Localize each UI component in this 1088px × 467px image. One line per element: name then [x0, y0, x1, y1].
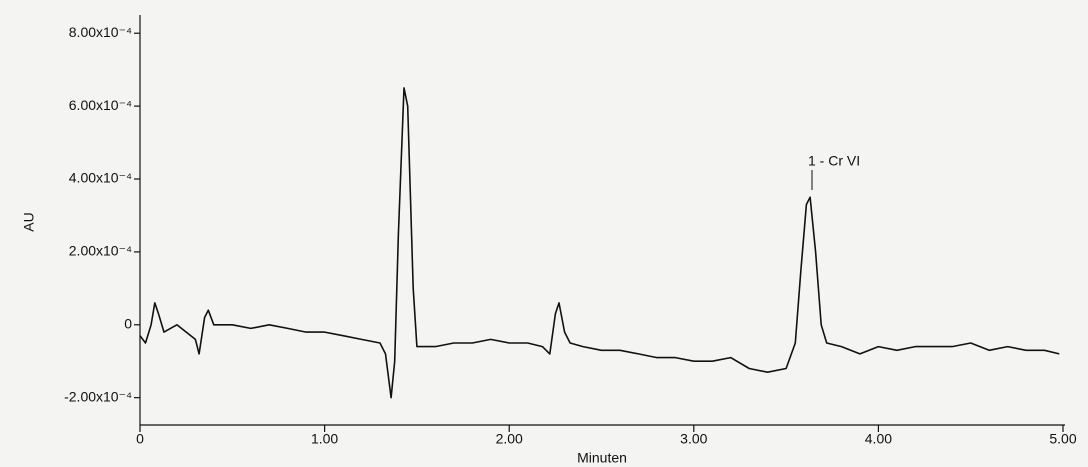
x-tick-label: 3.00: [680, 431, 707, 447]
trace-line: [139, 87, 1060, 399]
x-tick-label: 2.00: [496, 431, 523, 447]
x-tick-label: 0: [136, 431, 144, 447]
x-axis-label: Minuten: [577, 450, 627, 466]
y-tick-label: 2.00x10⁻⁴: [69, 243, 132, 259]
x-tick-label: 1.00: [311, 431, 338, 447]
y-tick-label: 8.00x10⁻⁴: [69, 24, 132, 40]
y-axis-label: AU: [21, 212, 37, 231]
peak-annotation: 1 - Cr VI: [808, 153, 860, 169]
y-tick-label: -2.00x10⁻⁴: [64, 388, 132, 404]
y-tick-label: 6.00x10⁻⁴: [69, 97, 132, 113]
x-tick-label: 4.00: [865, 431, 892, 447]
y-tick-label: 4.00x10⁻⁴: [69, 170, 132, 186]
y-tick-label: 0: [124, 315, 132, 331]
x-tick-label: 5.00: [1049, 431, 1076, 447]
